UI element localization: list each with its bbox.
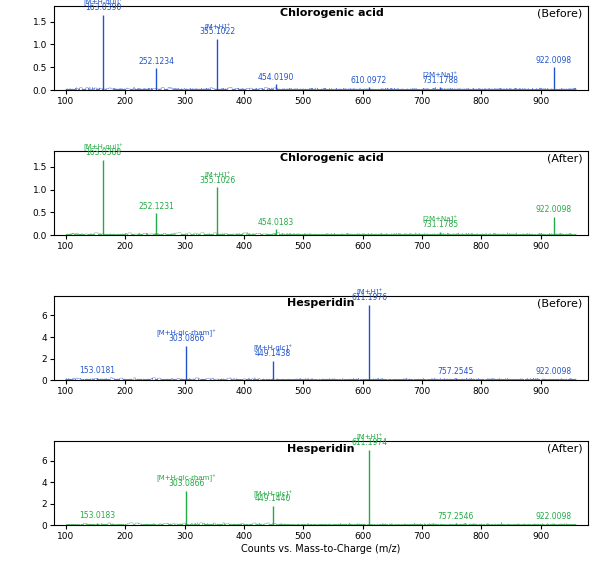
Text: [M+H]⁺: [M+H]⁺ bbox=[204, 171, 230, 179]
Text: 303.0866: 303.0866 bbox=[168, 334, 205, 343]
Text: 163.0388: 163.0388 bbox=[85, 149, 121, 158]
Text: [M+H]⁺: [M+H]⁺ bbox=[356, 289, 382, 296]
Text: 922.0098: 922.0098 bbox=[536, 512, 572, 521]
Text: 611.1974: 611.1974 bbox=[351, 438, 387, 447]
Text: 611.1976: 611.1976 bbox=[351, 293, 387, 302]
Text: [M+H-glc]⁺: [M+H-glc]⁺ bbox=[253, 345, 293, 353]
X-axis label: Counts vs. Mass-to-Charge (m/z): Counts vs. Mass-to-Charge (m/z) bbox=[241, 544, 401, 554]
Text: 454.0183: 454.0183 bbox=[258, 218, 294, 227]
Text: [2M+Na]⁺: [2M+Na]⁺ bbox=[423, 216, 458, 223]
Text: (After): (After) bbox=[547, 444, 583, 454]
Text: 153.0181: 153.0181 bbox=[79, 366, 115, 375]
Text: 252.1231: 252.1231 bbox=[138, 202, 174, 211]
Text: [M+H-qui]⁺: [M+H-qui]⁺ bbox=[83, 144, 123, 151]
Text: 355.1022: 355.1022 bbox=[199, 28, 235, 36]
Text: Hesperidin: Hesperidin bbox=[287, 444, 355, 454]
Text: [M+H]⁺: [M+H]⁺ bbox=[204, 23, 230, 31]
Text: 922.0098: 922.0098 bbox=[536, 367, 572, 376]
Text: 922.0098: 922.0098 bbox=[536, 206, 572, 214]
Text: (After): (After) bbox=[547, 153, 583, 163]
Text: [M+H-glc-rham]⁺: [M+H-glc-rham]⁺ bbox=[157, 330, 217, 337]
Text: 163.0390: 163.0390 bbox=[85, 3, 121, 12]
Text: 922.0098: 922.0098 bbox=[536, 56, 572, 65]
Text: 757.2546: 757.2546 bbox=[437, 512, 474, 521]
Text: (Before): (Before) bbox=[538, 298, 583, 308]
Text: 731.1788: 731.1788 bbox=[422, 76, 458, 85]
Text: [2M+Na]⁺: [2M+Na]⁺ bbox=[423, 71, 458, 79]
Text: 355.1026: 355.1026 bbox=[199, 176, 235, 185]
Text: 757.2545: 757.2545 bbox=[437, 367, 474, 376]
Text: 610.0972: 610.0972 bbox=[350, 76, 386, 85]
Text: 252.1234: 252.1234 bbox=[138, 56, 174, 66]
Text: Hesperidin: Hesperidin bbox=[287, 298, 355, 308]
Text: [M+H]⁺: [M+H]⁺ bbox=[356, 434, 382, 441]
Text: 449.1438: 449.1438 bbox=[255, 349, 291, 358]
Text: [M+H-qui]⁺: [M+H-qui]⁺ bbox=[83, 0, 123, 6]
Text: 449.1440: 449.1440 bbox=[255, 494, 291, 503]
Text: 303.0866: 303.0866 bbox=[168, 479, 205, 488]
Text: Chlorogenic acid: Chlorogenic acid bbox=[280, 8, 383, 18]
Text: Chlorogenic acid: Chlorogenic acid bbox=[280, 153, 383, 163]
Text: (Before): (Before) bbox=[538, 8, 583, 18]
Text: [M+H-glc]⁺: [M+H-glc]⁺ bbox=[253, 490, 293, 498]
Text: 454.0190: 454.0190 bbox=[258, 72, 294, 81]
Text: 731.1785: 731.1785 bbox=[422, 220, 458, 229]
Text: [M+H-glc-rham]⁺: [M+H-glc-rham]⁺ bbox=[157, 475, 217, 483]
Text: 153.0183: 153.0183 bbox=[79, 511, 115, 520]
